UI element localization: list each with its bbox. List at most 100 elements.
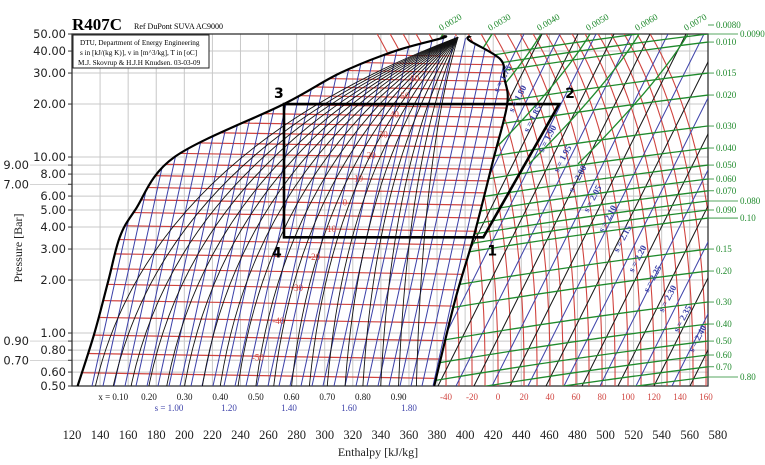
y-axis-label: Pressure [Bar]	[11, 214, 25, 283]
isochore-label-right: 0.060	[716, 174, 737, 184]
x-tick-label: 340	[371, 428, 390, 442]
isochore-label-right: 0.020	[716, 90, 737, 100]
isotherm-line	[77, 252, 508, 264]
isochore-label-top: 0.0040	[535, 11, 562, 32]
info-box	[72, 34, 210, 69]
isentrope-line	[744, 34, 765, 386]
isentrope-line	[399, 36, 478, 387]
isochore-label-right: 0.50	[716, 336, 732, 346]
isotherm-line	[77, 238, 508, 250]
x-tick-label: 400	[456, 428, 475, 442]
saturated-vapor-line	[433, 35, 509, 387]
isochore-label-top: 0.0030	[486, 11, 513, 32]
quality-line	[308, 36, 459, 387]
isotherm-label-bottom: 100	[621, 392, 635, 402]
x-tick-label: 520	[624, 428, 643, 442]
info-line-2: s in [kJ/(kg K)], v in [m^3/kg], T in [o…	[80, 49, 197, 57]
isentrope-line	[527, 34, 705, 386]
y-tick-label: 0.50	[40, 379, 66, 393]
quality-line	[237, 36, 459, 387]
isentrope-line	[432, 36, 508, 387]
quality-label: 0.30	[177, 392, 193, 402]
isotherm-label: -30	[291, 283, 303, 293]
x-tick-label: 140	[91, 428, 110, 442]
two-phase-region-lines	[77, 36, 508, 387]
isotherm-label-bottom: 160	[699, 392, 713, 402]
isentrope-line	[581, 34, 708, 386]
quality-line	[415, 36, 459, 387]
isotherm-label: 10	[354, 173, 364, 183]
quality-label: 0.70	[319, 392, 335, 402]
y-tick-label: 4.00	[40, 220, 66, 234]
isotherm-line	[77, 316, 508, 328]
isochore-line	[419, 376, 708, 386]
quality-line	[112, 36, 459, 387]
isotherm-line	[643, 34, 708, 386]
isochore-label-right: 0.70	[716, 362, 732, 372]
isotherm-label: -50	[252, 352, 264, 362]
isotherm-line	[77, 210, 508, 223]
isentrope-line	[366, 36, 445, 387]
chart-subtitle: Ref DuPont SUVA AC9000	[134, 22, 223, 31]
y-tick-label: 10.00	[33, 150, 66, 164]
isochore-label-right: 0.30	[716, 297, 732, 307]
isotherm-line	[77, 334, 508, 346]
quality-line	[362, 36, 459, 387]
quality-label: 0.20	[141, 392, 157, 402]
isotherm-label-bottom: 40	[546, 392, 556, 402]
isotherm-label: 20	[367, 151, 377, 161]
x-tick-label: 260	[259, 428, 278, 442]
isentrope-line	[671, 34, 708, 386]
isentrope-line	[300, 36, 379, 387]
isochore-label-right: 0.080	[740, 196, 761, 206]
x-tick-label: 440	[512, 428, 531, 442]
isentrope-line	[437, 34, 615, 386]
isochore-label-right: 0.015	[716, 68, 737, 78]
entropy-label-bottom: 1.60	[341, 403, 357, 413]
quality-line	[398, 36, 459, 387]
x-tick-label: 540	[652, 428, 671, 442]
isotherm-line	[77, 162, 508, 174]
isotherm-line	[77, 352, 508, 364]
x-tick-label: 220	[203, 428, 222, 442]
isotherm-label: 0	[343, 198, 348, 208]
quality-line	[291, 36, 459, 387]
y-tick-label: 9.00	[3, 158, 29, 172]
x-tick-label: 380	[428, 428, 447, 442]
y-tick-label: 0.70	[3, 353, 29, 367]
isochore-label-right: 0.030	[716, 121, 737, 131]
isotherm-line	[552, 34, 629, 386]
isentrope-line	[421, 36, 500, 387]
isotherm-label: -20	[308, 252, 320, 262]
isochore-label-right: 0.40	[716, 319, 732, 329]
entropy-label: s = 2.05	[581, 183, 604, 214]
isotherm-line	[487, 34, 564, 386]
y-tick-label: 20.00	[33, 97, 66, 111]
quality-line	[219, 36, 459, 387]
isochore-line	[419, 323, 708, 367]
y-tick-label: 0.90	[3, 334, 29, 348]
x-tick-label: 420	[484, 428, 503, 442]
x-tick-label: 200	[175, 428, 194, 442]
isotherm-label-bottom: 120	[647, 392, 661, 402]
isentrope-line	[377, 36, 456, 387]
isochore-label-top: 0.0050	[584, 11, 611, 32]
isentrope-line	[322, 36, 401, 387]
entropy-label: s = 2.25	[641, 263, 664, 294]
cycle-point-label-2: 2	[565, 86, 575, 102]
isochore-line	[419, 354, 708, 386]
quality-line	[344, 36, 459, 387]
isochore-label-right: 0.090	[716, 205, 737, 215]
cycle-point-label-3: 3	[274, 86, 284, 102]
y-tick-label: 40.00	[33, 44, 66, 58]
isochore-line	[528, 34, 640, 165]
x-tick-label: 280	[287, 428, 306, 442]
isochore-line	[577, 34, 689, 165]
isochore-line	[419, 301, 708, 345]
isochore-label-right: 0.070	[716, 186, 737, 196]
x-tick-label: 460	[540, 428, 559, 442]
x-tick-label: 320	[343, 428, 362, 442]
quality-line	[184, 36, 459, 387]
isochore-line	[479, 34, 591, 165]
